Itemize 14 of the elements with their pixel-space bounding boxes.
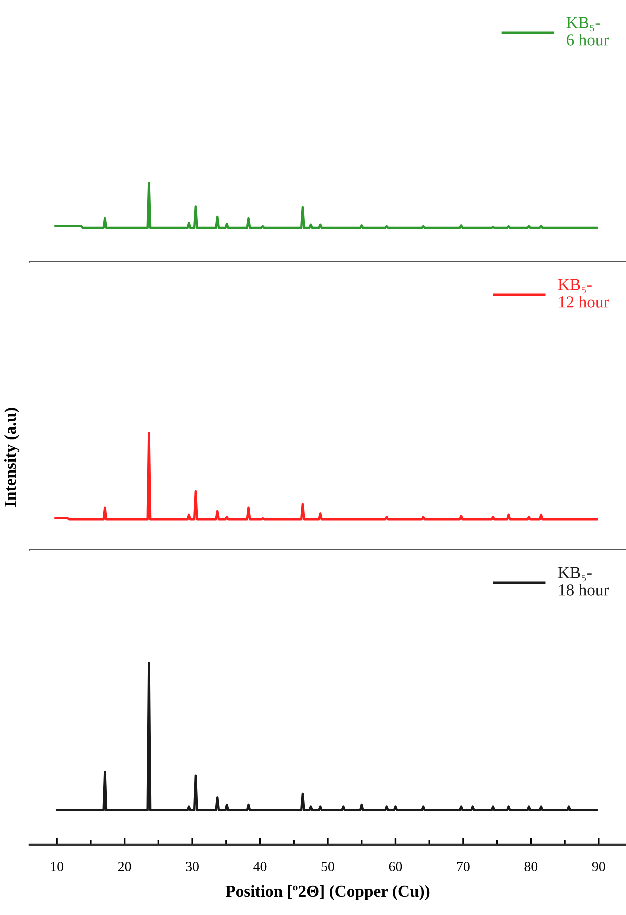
x-tick-label: 80 xyxy=(524,862,538,872)
x-tick-label: 60 xyxy=(389,862,402,872)
legend-label: KB₅- 18 hour xyxy=(558,567,610,596)
x-tick-label: 50 xyxy=(322,862,334,872)
legend-label: KB₅- 12 hour xyxy=(558,279,610,308)
x-tick-label: 90 xyxy=(592,862,606,872)
x-axis-title: Position [º2Θ] (Copper (Cu)) xyxy=(226,885,430,900)
x-tick-label: 10 xyxy=(51,862,64,872)
x-tick-label: 30 xyxy=(186,862,199,872)
y-axis-title: Intensity (a.u) xyxy=(4,408,20,507)
legend-label: KB₅- 6 hour xyxy=(566,17,610,46)
x-tick-label: 40 xyxy=(254,862,267,872)
x-tick-label: 20 xyxy=(118,862,132,872)
x-tick-label: 70 xyxy=(457,862,470,872)
